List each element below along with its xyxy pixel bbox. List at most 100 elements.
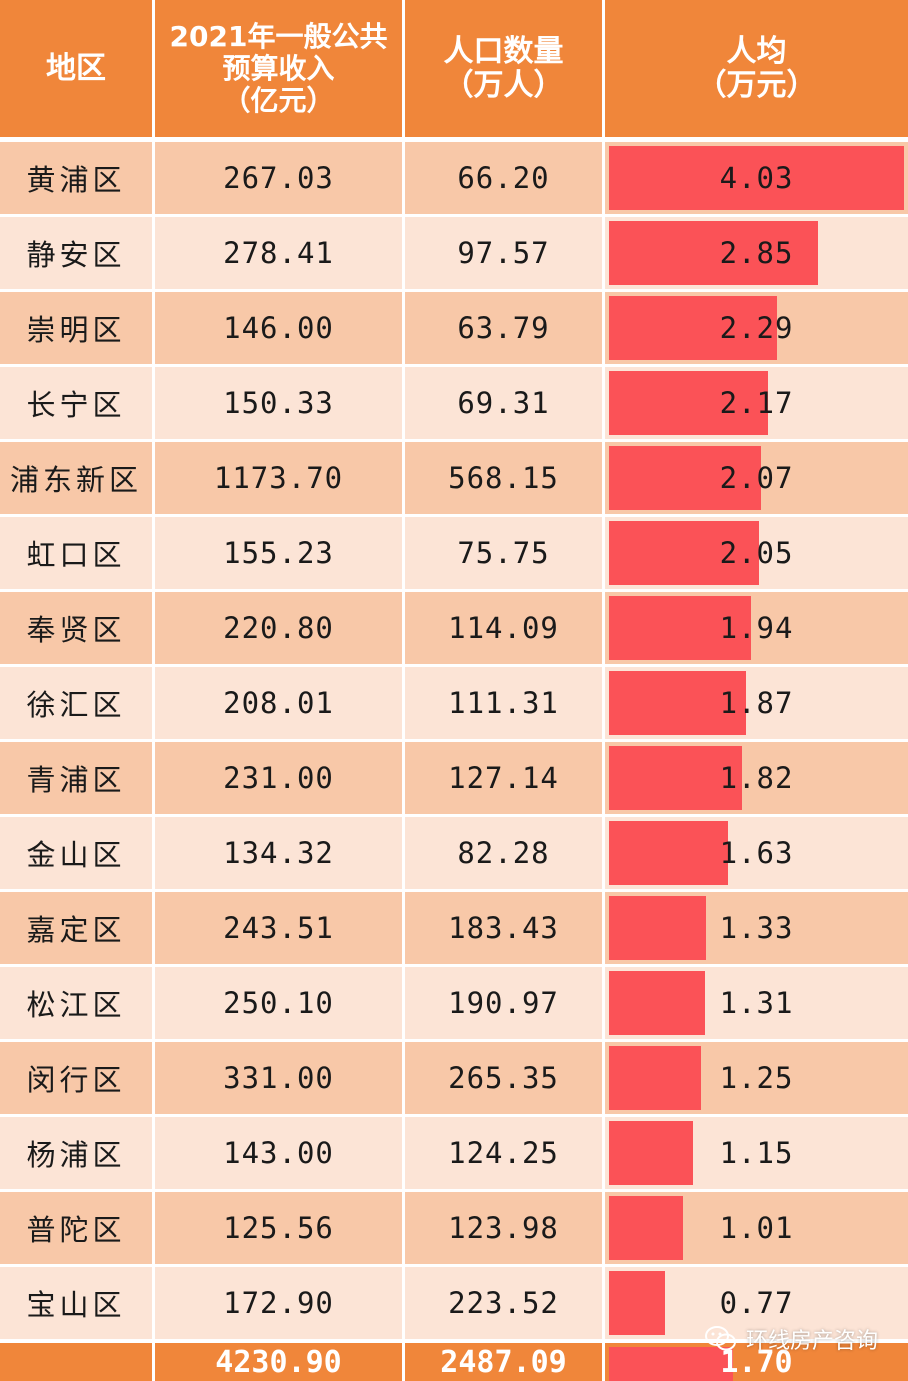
header-per-capita: 人均 （万元） xyxy=(605,0,908,137)
budget-value: 1173.70 xyxy=(213,461,344,495)
region-cell: 崇明区 xyxy=(0,292,155,364)
table-row: 普陀区 125.56 123.98 1.01 xyxy=(0,1192,908,1264)
region-cell: 虹口区 xyxy=(0,517,155,589)
per-capita-value: 1.31 xyxy=(719,986,794,1020)
region-value: 金山区 xyxy=(26,838,126,872)
region-cell xyxy=(0,1343,155,1381)
per-capita-value: 1.01 xyxy=(719,1211,794,1245)
per-capita-bar xyxy=(609,221,818,285)
population-cell: 75.75 xyxy=(405,517,605,589)
per-capita-value: 1.33 xyxy=(719,911,794,945)
population-value: 265.35 xyxy=(448,1061,559,1095)
per-capita-bar xyxy=(609,821,728,885)
header-region-label: 地区 xyxy=(46,50,106,86)
population-cell: 183.43 xyxy=(405,892,605,964)
table-row: 崇明区 146.00 63.79 2.29 xyxy=(0,292,908,364)
region-cell: 徐汇区 xyxy=(0,667,155,739)
region-value: 浦东新区 xyxy=(9,463,142,497)
table-row: 宝山区 172.90 223.52 0.77 xyxy=(0,1267,908,1339)
region-cell: 宝山区 xyxy=(0,1267,155,1339)
budget-value: 243.51 xyxy=(223,911,334,945)
per-capita-value: 2.29 xyxy=(719,311,794,345)
per-capita-cell: 2.85 xyxy=(605,217,908,289)
population-cell: 2487.09 xyxy=(405,1343,605,1381)
per-capita-bar xyxy=(609,1046,701,1110)
header-per-capita-line-2: （万元） xyxy=(696,67,817,103)
total-row: 4230.90 2487.09 1.70 xyxy=(0,1343,908,1381)
budget-cell: 150.33 xyxy=(155,367,405,439)
per-capita-bar xyxy=(609,746,742,810)
per-capita-bar xyxy=(609,446,761,510)
per-capita-value: 1.87 xyxy=(719,686,794,720)
budget-cell: 220.80 xyxy=(155,592,405,664)
budget-cell: 125.56 xyxy=(155,1192,405,1264)
population-cell: 124.25 xyxy=(405,1117,605,1189)
region-cell: 杨浦区 xyxy=(0,1117,155,1189)
budget-cell: 267.03 xyxy=(155,142,405,214)
population-value: 124.25 xyxy=(448,1136,559,1170)
population-value: 123.98 xyxy=(448,1211,559,1245)
per-capita-cell: 1.25 xyxy=(605,1042,908,1114)
population-value: 2487.09 xyxy=(440,1344,567,1380)
per-capita-value: 0.77 xyxy=(719,1286,794,1320)
budget-value: 143.00 xyxy=(223,1136,334,1170)
per-capita-bar xyxy=(609,971,705,1035)
table-row: 金山区 134.32 82.28 1.63 xyxy=(0,817,908,889)
per-capita-bar xyxy=(609,671,746,735)
budget-cell: 208.01 xyxy=(155,667,405,739)
population-cell: 97.57 xyxy=(405,217,605,289)
budget-cell: 231.00 xyxy=(155,742,405,814)
per-capita-value: 1.63 xyxy=(719,836,794,870)
region-value: 长宁区 xyxy=(26,388,126,422)
budget-cell: 250.10 xyxy=(155,967,405,1039)
population-value: 568.15 xyxy=(448,461,559,495)
table-row: 闵行区 331.00 265.35 1.25 xyxy=(0,1042,908,1114)
table-row: 长宁区 150.33 69.31 2.17 xyxy=(0,367,908,439)
per-capita-cell: 2.05 xyxy=(605,517,908,589)
population-cell: 568.15 xyxy=(405,442,605,514)
per-capita-value: 1.94 xyxy=(719,611,794,645)
table-row: 松江区 250.10 190.97 1.31 xyxy=(0,967,908,1039)
header-population: 人口数量 （万人） xyxy=(405,0,605,137)
region-value: 青浦区 xyxy=(26,763,126,797)
per-capita-cell: 0.77 xyxy=(605,1267,908,1339)
region-cell: 嘉定区 xyxy=(0,892,155,964)
population-value: 69.31 xyxy=(457,386,550,420)
population-value: 111.31 xyxy=(448,686,559,720)
budget-cell: 243.51 xyxy=(155,892,405,964)
region-cell: 普陀区 xyxy=(0,1192,155,1264)
per-capita-bar xyxy=(609,296,777,360)
population-value: 190.97 xyxy=(448,986,559,1020)
budget-cell: 1173.70 xyxy=(155,442,405,514)
region-cell: 青浦区 xyxy=(0,742,155,814)
region-cell: 黄浦区 xyxy=(0,142,155,214)
per-capita-cell: 4.03 xyxy=(605,142,908,214)
region-value: 松江区 xyxy=(26,988,126,1022)
per-capita-value: 1.82 xyxy=(719,761,794,795)
budget-cell: 143.00 xyxy=(155,1117,405,1189)
header-population-line-1: 人口数量 xyxy=(443,33,564,69)
per-capita-bar xyxy=(609,1196,683,1260)
table-row: 徐汇区 208.01 111.31 1.87 xyxy=(0,667,908,739)
population-value: 75.75 xyxy=(457,536,550,570)
table-row: 奉贤区 220.80 114.09 1.94 xyxy=(0,592,908,664)
population-value: 63.79 xyxy=(457,311,550,345)
per-capita-value: 1.70 xyxy=(720,1344,793,1380)
budget-value: 172.90 xyxy=(223,1286,334,1320)
region-value: 虹口区 xyxy=(26,538,126,572)
budget-value: 4230.90 xyxy=(215,1344,342,1380)
per-capita-bar xyxy=(609,1271,665,1335)
population-cell: 223.52 xyxy=(405,1267,605,1339)
population-value: 66.20 xyxy=(457,161,550,195)
header-per-capita-line-1: 人均 xyxy=(726,33,787,69)
population-cell: 111.31 xyxy=(405,667,605,739)
table-row: 青浦区 231.00 127.14 1.82 xyxy=(0,742,908,814)
per-capita-bar xyxy=(609,521,759,585)
region-value: 嘉定区 xyxy=(26,913,126,947)
per-capita-value: 2.05 xyxy=(719,536,794,570)
region-cell: 静安区 xyxy=(0,217,155,289)
per-capita-bar xyxy=(609,1121,693,1185)
region-value: 黄浦区 xyxy=(26,163,126,197)
table-row: 黄浦区 267.03 66.20 4.03 xyxy=(0,142,908,214)
table-row: 虹口区 155.23 75.75 2.05 xyxy=(0,517,908,589)
